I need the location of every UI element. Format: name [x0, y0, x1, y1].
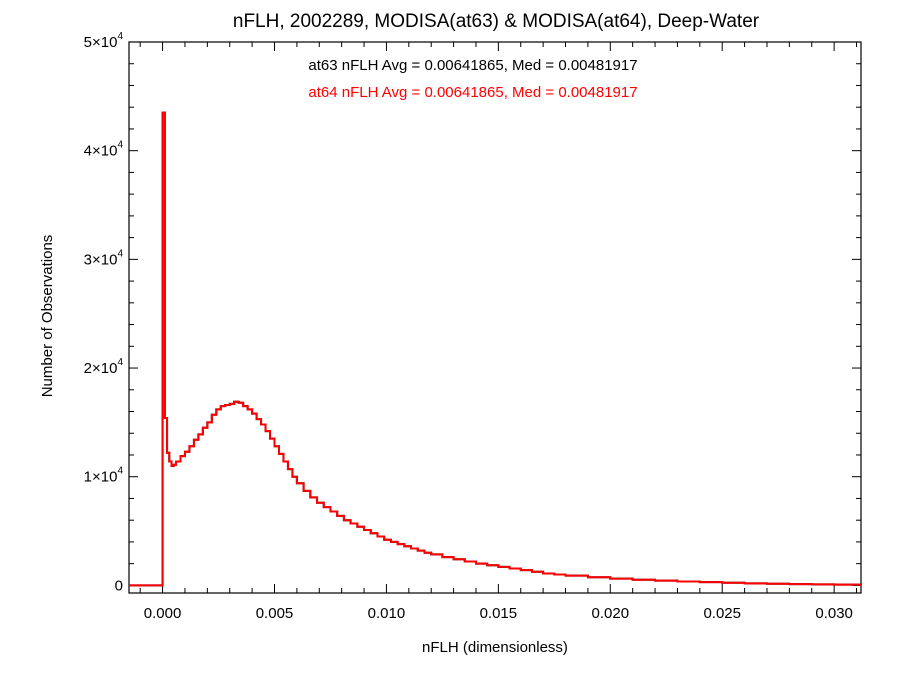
x-tick-label: 0.030 — [815, 605, 853, 622]
y-tick-label-base: 2×10 — [84, 360, 118, 377]
annotation-at63: at63 nFLH Avg = 0.00641865, Med = 0.0048… — [308, 57, 637, 74]
y-tick-label-exponent: 4 — [117, 466, 123, 477]
y-tick-label: 1×104 — [84, 466, 124, 486]
y-tick-label-exponent: 4 — [117, 31, 123, 42]
x-tick-label: 0.000 — [144, 605, 182, 622]
x-axis-ticks: 0.000 0.005 0.010 0.015 0.020 0.025 0.030 — [139, 42, 858, 622]
y-tick-label-exponent: 4 — [117, 357, 123, 368]
x-tick-label: 0.020 — [592, 605, 630, 622]
y-tick-label-exponent: 4 — [117, 140, 123, 151]
series-layer — [129, 111, 862, 587]
annotation-at64: at64 nFLH Avg = 0.00641865, Med = 0.0048… — [308, 84, 637, 101]
y-tick-label-base: 3×10 — [84, 251, 118, 268]
x-tick-label: 0.010 — [368, 605, 406, 622]
x-tick-label: 0.025 — [703, 605, 741, 622]
y-tick-label: 2×104 — [84, 357, 124, 377]
y-tick-label-base: 4×10 — [84, 143, 118, 160]
y-tick-label-base: 1×10 — [84, 469, 118, 486]
histogram-series-at63 — [129, 111, 862, 587]
y-tick-label-exponent: 4 — [117, 248, 123, 259]
y-axis-label: Number of Observations — [39, 235, 56, 398]
plot-frame — [128, 41, 862, 594]
y-tick-label-base: 5×10 — [84, 34, 118, 51]
y-tick-label-base: 0 — [115, 577, 123, 594]
y-tick-label: 4×104 — [84, 140, 124, 160]
x-tick-label: 0.005 — [256, 605, 294, 622]
x-tick-label: 0.015 — [480, 605, 518, 622]
y-tick-label: 3×104 — [84, 248, 124, 268]
x-axis-label: nFLH (dimensionless) — [422, 639, 568, 656]
histogram-series-at64 — [129, 111, 862, 587]
chart-title: nFLH, 2002289, MODISA(at63) & MODISA(at6… — [233, 11, 760, 32]
y-tick-label: 0 — [115, 577, 123, 594]
y-tick-label: 5×104 — [84, 31, 124, 51]
